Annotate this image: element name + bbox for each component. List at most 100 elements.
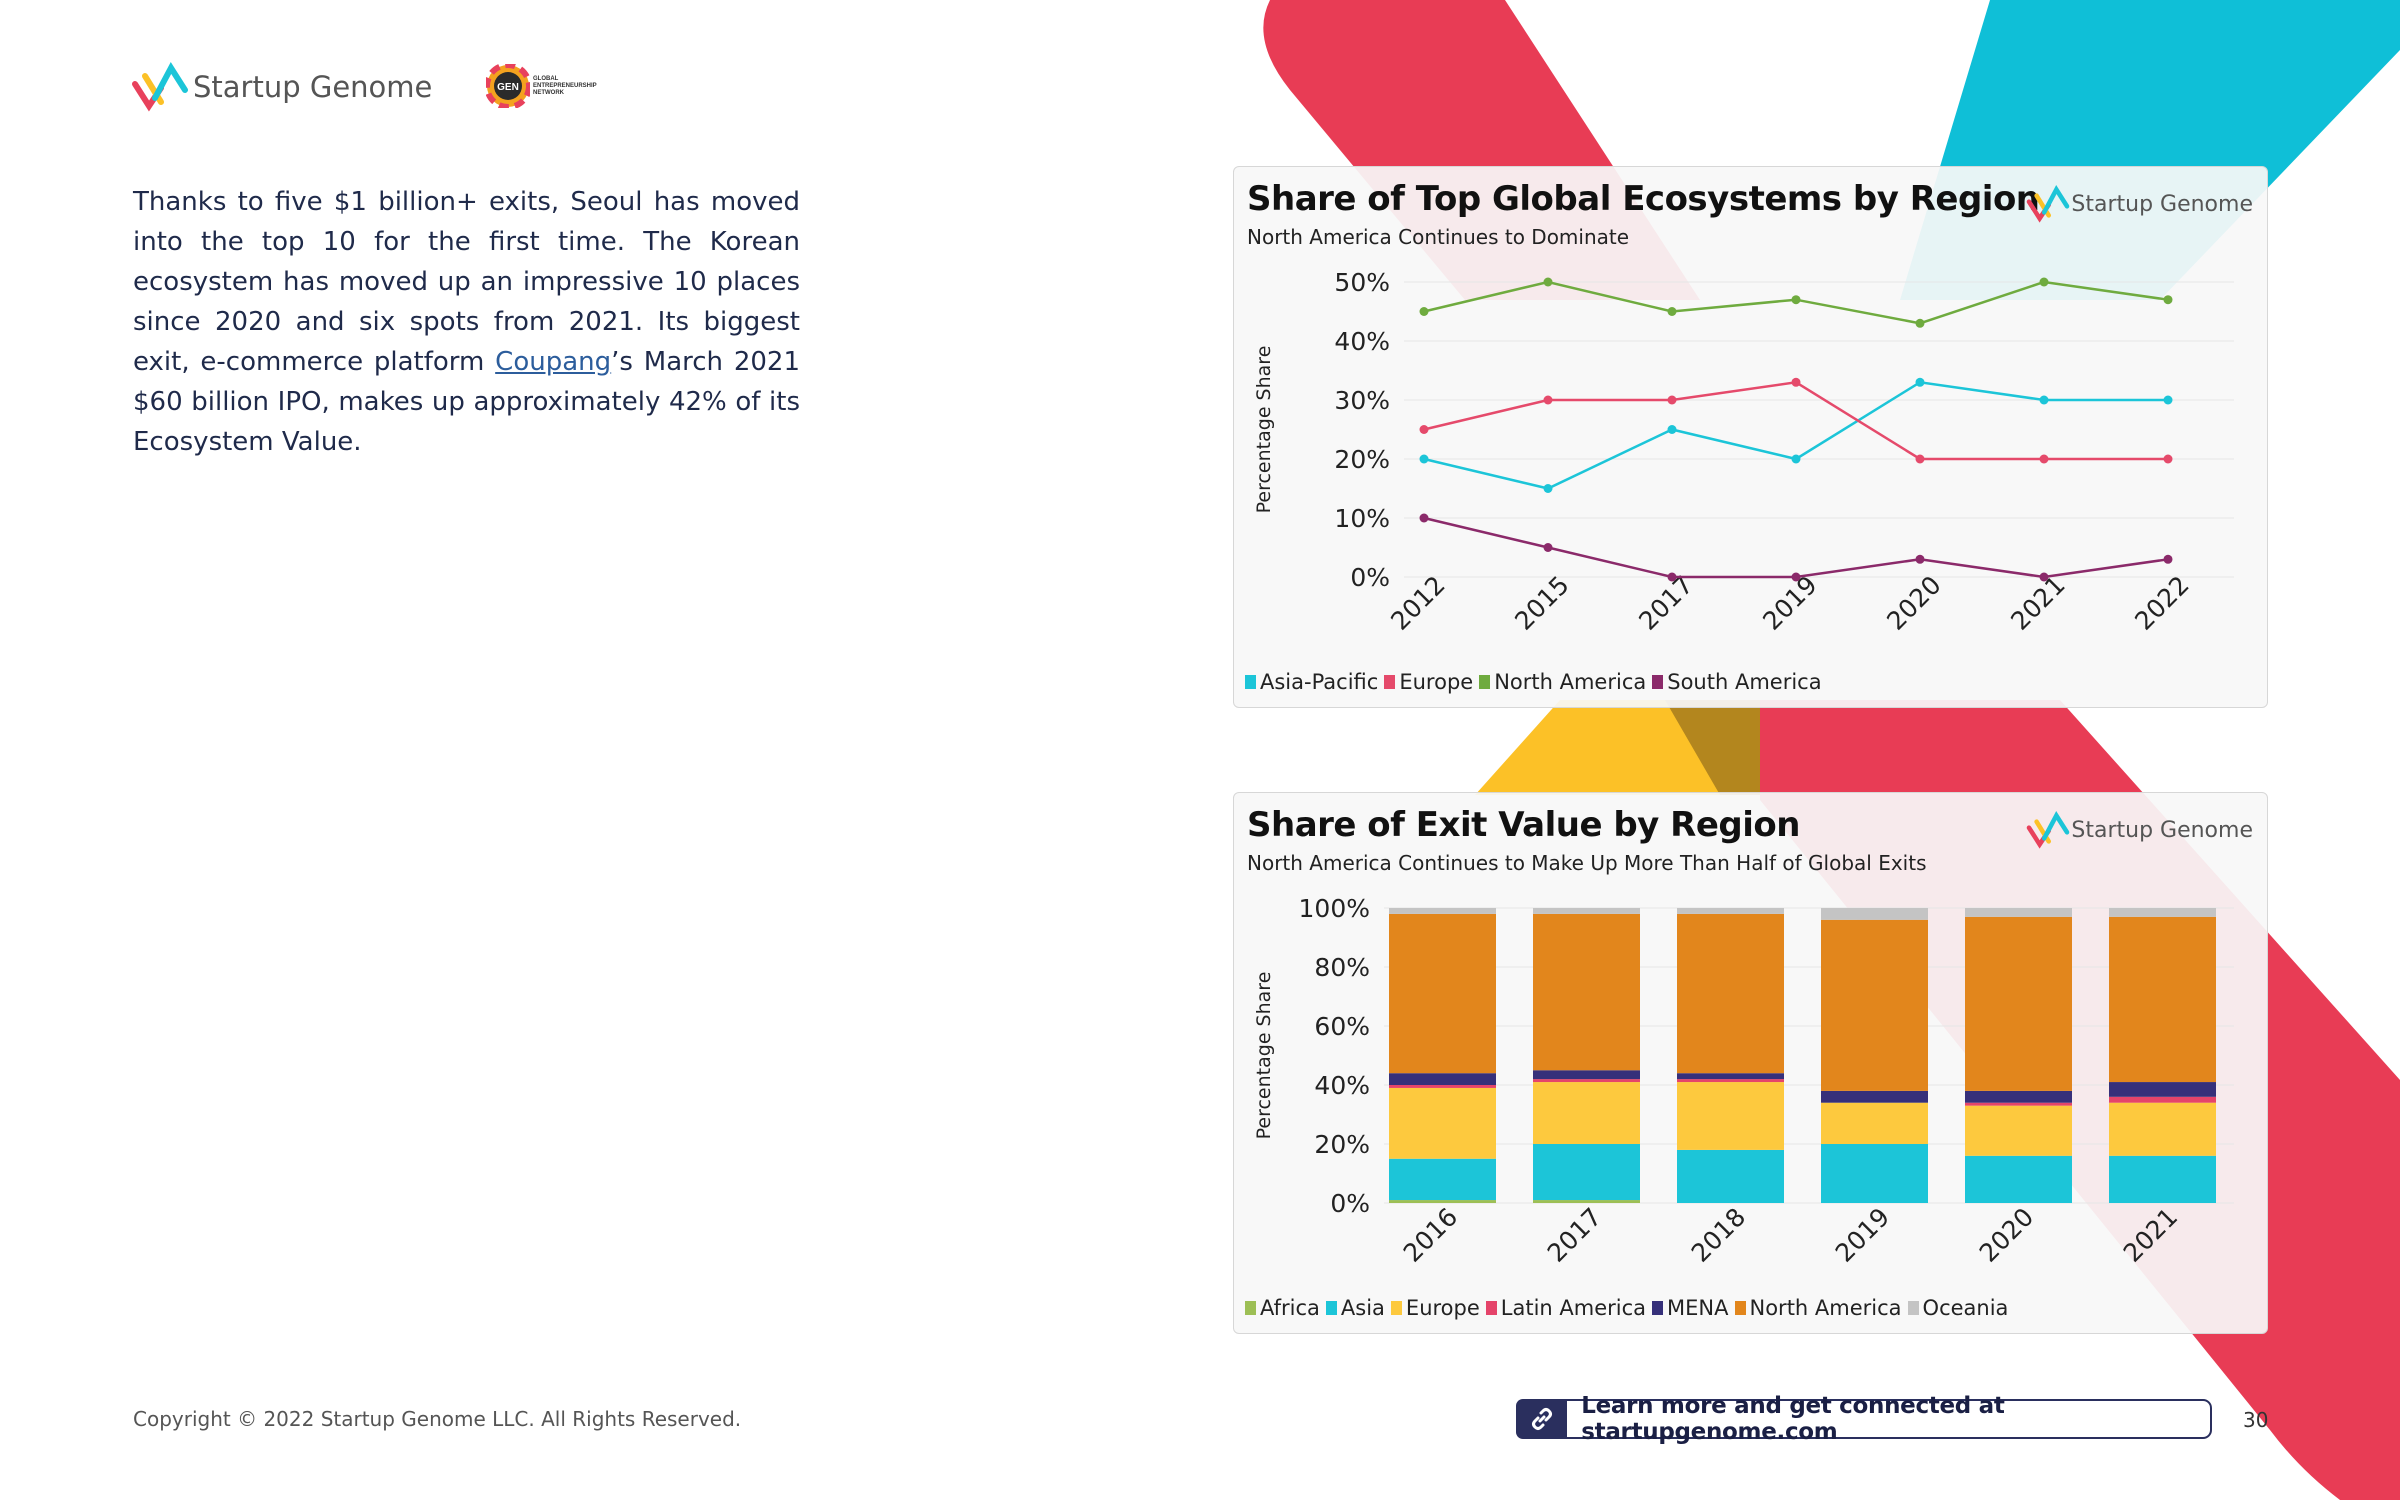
- chart1-y-axis-label: Percentage Share: [1253, 346, 1275, 514]
- chart1-point-south-america: [1791, 572, 1801, 582]
- chart2-bar-segment-latin-america: [1389, 1085, 1496, 1088]
- chart1-point-south-america: [2163, 554, 2173, 564]
- chart2-legend-label: Africa: [1260, 1296, 1320, 1320]
- chart1-legend-swatch: [1384, 675, 1396, 689]
- chart1-legend-item-north-america: North America: [1479, 670, 1646, 694]
- chart2-legend-item-africa: Africa: [1245, 1296, 1320, 1320]
- chart1-x-tick-label: 2021: [2005, 570, 2070, 635]
- gen-logo-icon: GEN: [486, 64, 530, 108]
- chart1-point-south-america: [1419, 513, 1429, 523]
- chart1-legend-label: North America: [1494, 670, 1647, 694]
- chart2-bar-segment-north-america: [1821, 919, 1928, 1091]
- chart1-legend-swatch: [1479, 675, 1491, 689]
- chart2-bar-segment-asia: [1821, 1144, 1928, 1203]
- chart1-legend-label: Asia-Pacific: [1260, 670, 1379, 694]
- chart2-legend-swatch: [1652, 1301, 1664, 1315]
- chart2-bar-segment-asia: [2109, 1155, 2216, 1203]
- chart1-point-south-america: [1667, 572, 1677, 582]
- chart2-bar-segment-europe: [1821, 1102, 1928, 1144]
- chart2-bar-segment-europe: [1389, 1087, 1496, 1159]
- chart1-x-tick-label: 2012: [1385, 570, 1450, 635]
- chart2-bar-segment-mena: [1821, 1090, 1928, 1103]
- coupang-link[interactable]: Coupang: [495, 347, 612, 377]
- chart2-legend-item-europe: Europe: [1390, 1296, 1480, 1320]
- chart1-point-north-america: [1791, 295, 1801, 305]
- chart2-legend-label: Latin America: [1500, 1296, 1647, 1320]
- chart2-legend-item-asia: Asia: [1325, 1296, 1385, 1320]
- chart2-bar-segment-oceania: [1389, 908, 1496, 914]
- ecosystem-share-chart: 0% 10% 20% 30% 40% 50% Percentage Share 2012 201…: [1253, 268, 2234, 636]
- chart1-subtitle: North America Continues to Dominate: [1247, 225, 1630, 249]
- chart2-bar-segment-oceania: [1965, 908, 2072, 917]
- chart1-legend-swatch: [1245, 675, 1256, 689]
- chart1-point-north-america: [1419, 307, 1429, 316]
- chart2-legend-label: Oceania: [1922, 1296, 2009, 1320]
- ecosystem-share-card: 0% 10% 20% 30% 40% 50% Percentage Share 2012 201…: [1233, 166, 2268, 708]
- startup-genome-mini-icon: [2027, 811, 2070, 849]
- chart1-series-line-south-america: [1423, 516, 2169, 579]
- intro-paragraph: Thanks to five $1 billion+ exits, Seoul …: [133, 182, 800, 462]
- chart2-y-tick-label: 0%: [1330, 1189, 1370, 1218]
- cta-text: Learn more and get connected at startupg…: [1581, 1393, 2005, 1445]
- chart1-brand: Startup Genome: [2025, 185, 2253, 223]
- chart2-bar-segment-latin-america: [1677, 1079, 1784, 1083]
- chart1-x-tick-label: 2019: [1757, 570, 1822, 635]
- chart1-legend: Asia-Pacific Europe North America South Ame…: [1245, 670, 1828, 694]
- chart2-bar-segment-latin-america: [2109, 1096, 2216, 1103]
- chart1-legend-swatch: [1652, 675, 1664, 689]
- chart2-bar-segment-north-america: [1677, 913, 1784, 1074]
- copyright: Copyright © 2022 Startup Genome LLC. All…: [133, 1407, 742, 1431]
- chart2-y-tick-label: 100%: [1299, 894, 1370, 923]
- chart1-point-asia-pacific: [1667, 425, 1677, 434]
- link-icon: [1516, 1399, 1568, 1439]
- startup-genome-mini-icon: [2027, 185, 2070, 223]
- chart1-point-north-america: [1543, 277, 1553, 287]
- chart1-legend-label: Europe: [1399, 670, 1474, 694]
- chart2-legend-item-latin-america: Latin America: [1485, 1296, 1647, 1320]
- chart2-bar-segment-asia: [1965, 1155, 2072, 1203]
- chart2-bar-segment-mena: [1533, 1070, 1640, 1080]
- chart2-bar-segment-oceania: [1821, 908, 1928, 920]
- chart2-y-tick-label: 60%: [1314, 1012, 1370, 1041]
- chart1-point-asia-pacific: [2039, 395, 2049, 405]
- chart2-legend: Africa Asia Europe Latin America MENA North A…: [1245, 1296, 2014, 1320]
- gen-logo: GEN GLOBAL ENTREPRENEURSHIP NETWORK: [486, 64, 603, 108]
- chart1-point-europe: [1915, 454, 1925, 464]
- chart1-point-north-america: [1667, 307, 1677, 316]
- chart2-bar-segment-europe: [1677, 1082, 1784, 1150]
- chart1-x-tick-label: 2020: [1881, 570, 1946, 635]
- chart2-bar-segment-north-america: [2109, 916, 2216, 1083]
- chart2-y-axis-label: Percentage Share: [1253, 972, 1275, 1140]
- chart1-point-north-america: [2039, 277, 2049, 287]
- startup-genome-logo: Startup Genome: [131, 62, 432, 112]
- chart2-y-tick-label: 20%: [1314, 1130, 1370, 1159]
- chart2-legend-label: Asia: [1340, 1296, 1385, 1320]
- chart2-legend-item-oceania: Oceania: [1907, 1296, 2009, 1320]
- chart2-bar-segment-mena: [2109, 1082, 2216, 1097]
- chart1-point-north-america: [2163, 295, 2173, 305]
- chart2-bar-segment-africa: [1533, 1200, 1640, 1203]
- chart2-bar-segment-oceania: [1533, 908, 1640, 914]
- chart2-title: Share of Exit Value by Region: [1247, 805, 1800, 845]
- chart1-legend-item-south-america: South America: [1652, 670, 1822, 694]
- chart2-bar-segment-asia: [1533, 1144, 1640, 1201]
- chart2-legend-swatch: [1390, 1301, 1402, 1315]
- exit-value-card: 0% 20% 40% 60% 80% 100% Percentage Share 2016 20…: [1233, 792, 2268, 1334]
- chart1-point-europe: [1543, 395, 1553, 405]
- chart1-legend-item-europe: Europe: [1384, 670, 1473, 694]
- chart1-y-tick-label: 0%: [1350, 563, 1390, 592]
- chart1-point-north-america: [1915, 318, 1925, 328]
- chart2-x-tick-label: 2021: [2118, 1202, 2183, 1267]
- chart2-bar-segment-north-america: [1965, 916, 2072, 1091]
- chart2-bar-segment-oceania: [2109, 908, 2216, 917]
- chart2-legend-swatch: [1485, 1301, 1497, 1315]
- chart1-point-europe: [1419, 425, 1429, 434]
- chart1-point-europe: [1791, 377, 1801, 387]
- chart2-y-tick-label: 80%: [1314, 953, 1370, 982]
- cta-link[interactable]: Learn more and get connected at startupg…: [1516, 1393, 2212, 1445]
- chart1-point-asia-pacific: [1791, 454, 1801, 464]
- chart2-bar-segment-mena: [1677, 1073, 1784, 1080]
- chart1-y-tick-label: 20%: [1334, 445, 1390, 474]
- chart2-legend-item-north-america: North America: [1734, 1296, 1902, 1320]
- chart1-legend-label: South America: [1667, 670, 1822, 694]
